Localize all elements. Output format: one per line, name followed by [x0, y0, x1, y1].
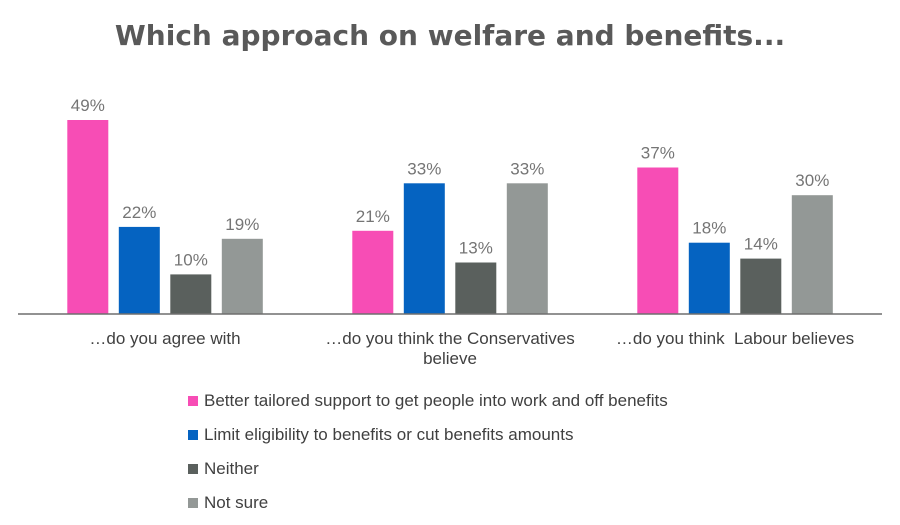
data-label: 33%: [407, 159, 441, 178]
category-labels-layer: …do you agree with …do you think the Cons…: [89, 329, 854, 368]
legend-swatch: [188, 498, 198, 508]
legend-item: Not sure: [188, 486, 668, 520]
legend-label: Neither: [204, 459, 259, 478]
category-label: …do you think Labour believes: [616, 329, 854, 348]
bar: [352, 230, 394, 314]
data-label: 30%: [795, 171, 829, 190]
bar: [740, 258, 782, 314]
legend-swatch: [188, 464, 198, 474]
bar: [403, 183, 445, 314]
data-label: 10%: [174, 250, 208, 269]
data-labels-layer: 49% 22% 10% 19% 21% 33% 13% 33% 37% 18% 14% 30%: [71, 96, 830, 269]
bar: [455, 262, 497, 314]
bar: [118, 226, 160, 314]
legend-item: Better tailored support to get people in…: [188, 384, 668, 418]
category-label: …do you think the Conservatives: [325, 329, 574, 348]
data-label: 13%: [459, 239, 493, 258]
legend-swatch: [188, 430, 198, 440]
legend-label: Better tailored support to get people in…: [204, 391, 668, 410]
legend: Better tailored support to get people in…: [188, 384, 668, 520]
data-label: 18%: [692, 219, 726, 238]
legend-label: Not sure: [204, 493, 269, 512]
data-label: 49%: [71, 96, 105, 115]
category-label: believe: [423, 349, 477, 368]
bar: [688, 242, 730, 314]
category-label: …do you agree with: [89, 329, 240, 348]
bar: [170, 274, 212, 314]
bars-layer: [67, 120, 833, 314]
legend-label: Limit eligibility to benefits or cut ben…: [204, 425, 574, 444]
bar: [67, 120, 109, 314]
data-label: 37%: [641, 144, 675, 163]
bar: [221, 238, 263, 314]
bar: [506, 183, 548, 314]
data-label: 19%: [225, 215, 259, 234]
legend-item: Neither: [188, 452, 668, 486]
chart-title: Which approach on welfare and benefits..…: [115, 19, 785, 52]
data-label: 21%: [356, 207, 390, 226]
bar: [791, 195, 833, 314]
data-label: 22%: [122, 203, 156, 222]
bar: [637, 167, 679, 314]
data-label: 33%: [510, 159, 544, 178]
data-label: 14%: [744, 235, 778, 254]
legend-swatch: [188, 396, 198, 406]
legend-item: Limit eligibility to benefits or cut ben…: [188, 418, 668, 452]
